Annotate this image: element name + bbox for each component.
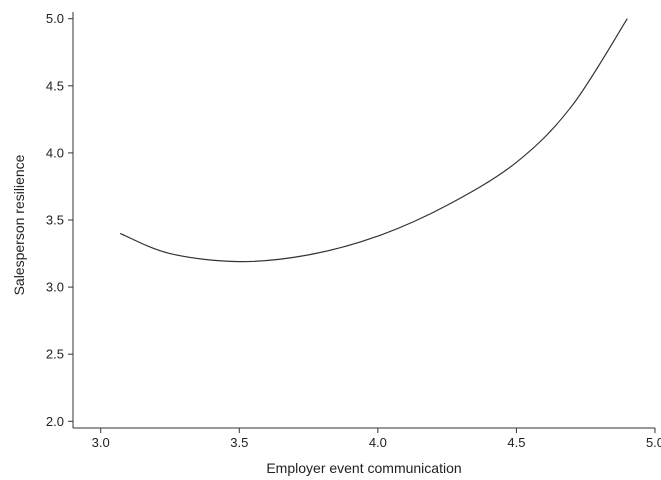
y-tick-label: 2.5: [46, 347, 64, 362]
y-tick-label: 4.0: [46, 145, 64, 160]
y-axis-ticks: 2.0 2.5 3.0 3.5 4.0 4.5 5.0: [46, 11, 73, 429]
y-axis-title: Salesperson resilience: [11, 154, 27, 295]
x-axis-title: Employer event communication: [266, 460, 461, 476]
y-tick-label: 5.0: [46, 11, 64, 26]
y-tick-label: 2.0: [46, 414, 64, 429]
y-tick-label: 3.0: [46, 280, 64, 295]
y-tick-label: 3.5: [46, 213, 64, 228]
x-tick-label: 4.5: [507, 435, 525, 450]
series-layer: [119, 18, 628, 263]
x-tick-label: 3.5: [230, 435, 248, 450]
x-tick-label: 3.0: [92, 435, 110, 450]
x-tick-label: 5.0: [646, 435, 661, 450]
y-tick-label: 4.5: [46, 78, 64, 93]
x-axis-ticks: 3.0 3.5 4.0 4.5 5.0: [92, 428, 661, 450]
x-tick-label: 4.0: [369, 435, 387, 450]
series-line: [119, 18, 628, 263]
